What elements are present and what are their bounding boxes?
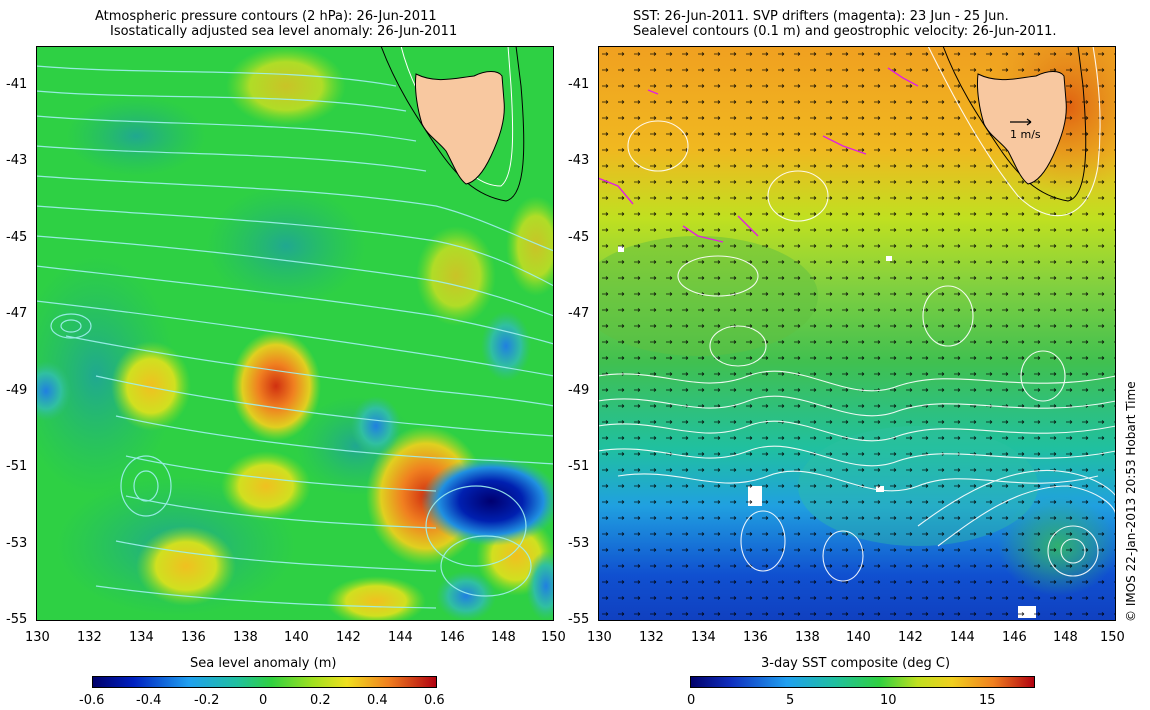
lat-tick: -49: [568, 383, 590, 398]
left-cb-tick: -0.2: [194, 693, 220, 708]
right-title-line1: SST: 26-Jun-2011. SVP drifters (magenta)…: [633, 9, 1009, 24]
lat-tick: -51: [6, 459, 28, 474]
left-title-line2: Isostatically adjusted sea level anomaly…: [110, 24, 458, 39]
scale-arrow-label: 1 m/s: [1010, 128, 1041, 141]
sea-level-anomaly-map: [36, 46, 554, 621]
lat-tick: -53: [6, 536, 28, 551]
left-colorbar: [92, 676, 437, 688]
lon-tick: 136: [181, 630, 206, 645]
lon-tick: 130: [587, 630, 612, 645]
lat-tick: -43: [568, 153, 590, 168]
left-cb-tick: 0.4: [367, 693, 388, 708]
lon-tick: 142: [336, 630, 361, 645]
right-colorbar: [690, 676, 1035, 688]
lon-tick: 134: [691, 630, 716, 645]
left-cb-tick: -0.6: [79, 693, 105, 708]
lon-tick: 142: [898, 630, 923, 645]
lon-tick: 132: [77, 630, 102, 645]
lat-tick: -47: [568, 306, 590, 321]
lon-tick: 130: [25, 630, 50, 645]
lon-tick: 150: [541, 630, 566, 645]
lat-tick: -45: [6, 230, 28, 245]
velocity-scale-arrow: 1 m/s: [1010, 118, 1041, 141]
right-title-line2: Sealevel contours (0.1 m) and geostrophi…: [633, 24, 1057, 39]
lon-tick: 134: [129, 630, 154, 645]
lon-tick: 140: [284, 630, 309, 645]
right-cb-tick: 0: [687, 693, 696, 708]
lat-tick: -55: [6, 612, 28, 627]
lon-tick: 138: [233, 630, 258, 645]
right-colorbar-label: 3-day SST composite (deg C): [761, 656, 951, 671]
left-title-line1: Atmospheric pressure contours (2 hPa): 2…: [95, 9, 437, 24]
lat-tick: -47: [6, 306, 28, 321]
right-cb-tick: 10: [880, 693, 897, 708]
lat-tick: -51: [568, 459, 590, 474]
imos-credit: © IMOS 22-Jan-2013 20:53 Hobart Time: [1124, 381, 1138, 622]
left-colorbar-label: Sea level anomaly (m): [190, 656, 337, 671]
lon-tick: 150: [1100, 630, 1125, 645]
left-cb-tick: -0.4: [136, 693, 162, 708]
right-cb-tick: 15: [979, 693, 996, 708]
tasmania-land-sst: [977, 71, 1067, 185]
tasmania-land: [415, 71, 505, 185]
left-cb-tick: 0: [259, 693, 268, 708]
lon-tick: 146: [440, 630, 465, 645]
lat-tick: -41: [6, 77, 28, 92]
lon-tick: 138: [795, 630, 820, 645]
left-cb-tick: 0.2: [310, 693, 331, 708]
lat-tick: -43: [6, 153, 28, 168]
lat-tick: -41: [568, 77, 590, 92]
lon-tick: 144: [950, 630, 975, 645]
lat-tick: -55: [568, 612, 590, 627]
lon-tick: 132: [639, 630, 664, 645]
lat-tick: -45: [568, 230, 590, 245]
lat-tick: -53: [568, 536, 590, 551]
lon-tick: 144: [388, 630, 413, 645]
sst-map: 1 m/s: [598, 46, 1116, 621]
lon-tick: 136: [743, 630, 768, 645]
left-cb-tick: 0.6: [424, 693, 445, 708]
lon-tick: 146: [1002, 630, 1027, 645]
lon-tick: 148: [1053, 630, 1078, 645]
right-cb-tick: 5: [786, 693, 795, 708]
lat-tick: -49: [6, 383, 28, 398]
lon-tick: 148: [491, 630, 516, 645]
lon-tick: 140: [846, 630, 871, 645]
